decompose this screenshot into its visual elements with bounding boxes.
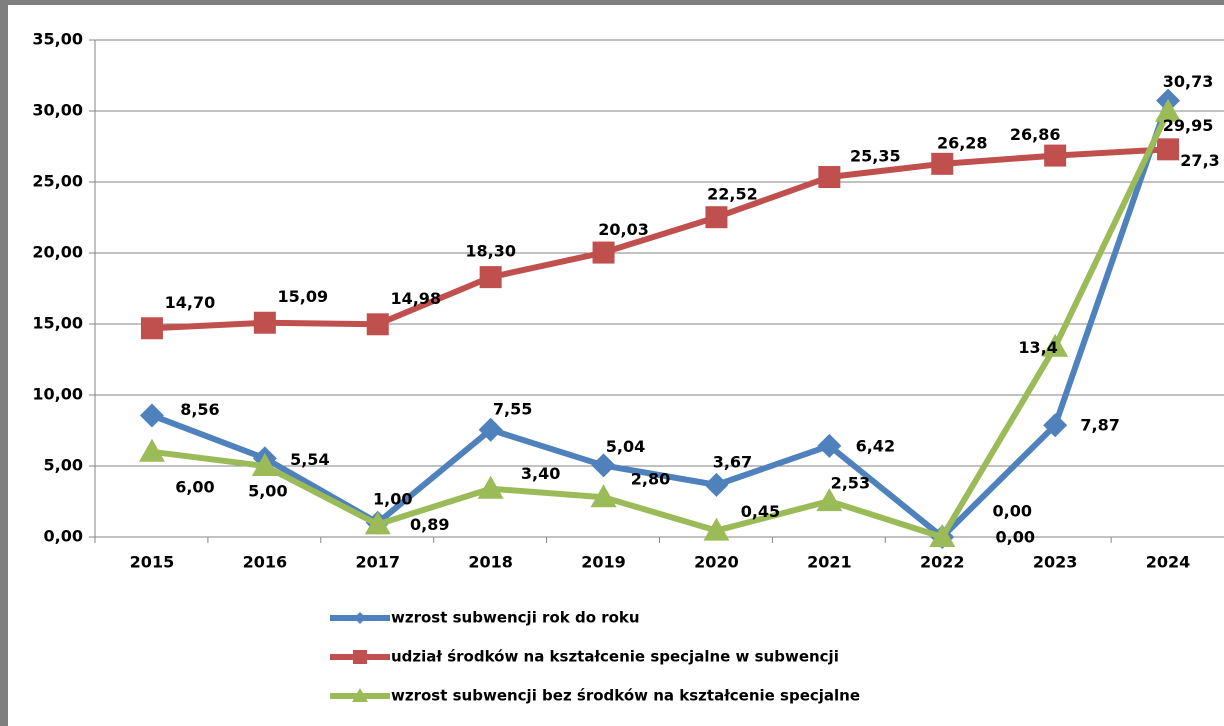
- data-label: 6,00: [175, 477, 214, 496]
- series-line: [151, 110, 1171, 540]
- x-tick-label: 2023: [1033, 553, 1078, 572]
- x-tick-label: 2018: [468, 553, 513, 572]
- legend-marker: [354, 612, 366, 624]
- data-label: 5,04: [606, 437, 645, 456]
- frame-top: [0, 0, 1224, 5]
- marker: [140, 317, 163, 340]
- marker: [477, 475, 504, 499]
- marker: [1044, 144, 1067, 167]
- series-line: [151, 146, 1169, 332]
- data-label: 2,53: [831, 474, 870, 493]
- marker: [931, 152, 954, 175]
- data-label: 6,42: [856, 436, 895, 455]
- marker: [592, 241, 615, 264]
- marker: [364, 511, 391, 535]
- data-label: 3,40: [521, 464, 560, 483]
- x-tick-label: 2024: [1146, 553, 1191, 572]
- data-label: 29,95: [1163, 116, 1214, 135]
- marker: [1043, 413, 1068, 438]
- y-tick-label: 0,00: [44, 527, 83, 546]
- x-tick-label: 2017: [355, 553, 400, 572]
- legend-label: wzrost subwencji rok do roku: [391, 609, 640, 627]
- data-label: 3,67: [713, 452, 752, 471]
- data-label: 8,56: [180, 400, 219, 419]
- y-tick-label: 35,00: [32, 30, 83, 49]
- marker: [251, 453, 278, 476]
- marker: [929, 524, 956, 547]
- data-label: 14,70: [165, 293, 216, 312]
- data-label: 0,00: [996, 528, 1035, 547]
- series-line: [150, 99, 1171, 540]
- data-label: 27,3: [1180, 151, 1219, 170]
- marker: [1157, 138, 1180, 161]
- legend-label: wzrost subwencji bez środków na kształce…: [391, 687, 860, 705]
- data-label: 0,45: [741, 502, 780, 521]
- marker: [590, 484, 617, 508]
- marker: [816, 488, 843, 512]
- y-tick-label: 10,00: [32, 385, 83, 404]
- marker: [479, 266, 502, 289]
- x-tick-label: 2019: [581, 553, 626, 572]
- legend-symbol: [352, 688, 368, 702]
- legend-label: udział środków na kształcenie specjalne …: [391, 648, 839, 666]
- data-label: 5,54: [290, 450, 329, 469]
- y-tick-label: 20,00: [32, 243, 83, 262]
- data-label: 2,80: [631, 470, 670, 489]
- marker: [366, 313, 389, 336]
- data-label: 13,4: [1018, 338, 1057, 357]
- x-tick-label: 2016: [243, 553, 288, 572]
- x-tick-label: 2020: [694, 553, 739, 572]
- data-label: 20,03: [598, 220, 649, 239]
- marker: [138, 438, 165, 462]
- data-label: 0,00: [993, 502, 1032, 521]
- x-tick-label: 2022: [920, 553, 965, 572]
- data-label: 26,86: [1010, 125, 1061, 144]
- data-label: 5,00: [248, 482, 287, 501]
- marker: [591, 453, 616, 478]
- data-label: 1,00: [373, 489, 412, 508]
- marker: [705, 206, 728, 229]
- data-label: 26,28: [937, 133, 988, 152]
- data-label: 7,87: [1080, 416, 1119, 435]
- marker: [1042, 333, 1069, 357]
- x-tick-label: 2021: [807, 553, 852, 572]
- legend-marker: [352, 688, 368, 702]
- legend-symbol: [354, 612, 366, 624]
- data-label: 14,98: [390, 289, 441, 308]
- marker: [139, 403, 164, 428]
- x-tick-label: 2015: [130, 553, 175, 572]
- data-label: 7,55: [493, 399, 532, 418]
- marker: [704, 472, 729, 497]
- frame-left: [0, 0, 8, 726]
- legend-symbol: [353, 650, 367, 664]
- marker: [253, 311, 276, 334]
- data-label: 18,30: [465, 242, 516, 261]
- y-tick-label: 5,00: [44, 456, 83, 475]
- y-tick-label: 25,00: [32, 172, 83, 191]
- data-label: 25,35: [850, 147, 901, 166]
- y-tick-label: 30,00: [32, 101, 83, 120]
- marker: [817, 433, 842, 458]
- y-tick-label: 15,00: [32, 314, 83, 333]
- data-label: 30,73: [1163, 72, 1214, 91]
- legend-marker: [353, 650, 367, 664]
- data-label: 15,09: [278, 287, 329, 306]
- data-label: 0,89: [410, 515, 449, 534]
- marker: [1155, 98, 1182, 122]
- marker: [818, 166, 841, 189]
- marker: [478, 417, 503, 442]
- data-label: 22,52: [707, 185, 758, 204]
- marker: [703, 517, 730, 541]
